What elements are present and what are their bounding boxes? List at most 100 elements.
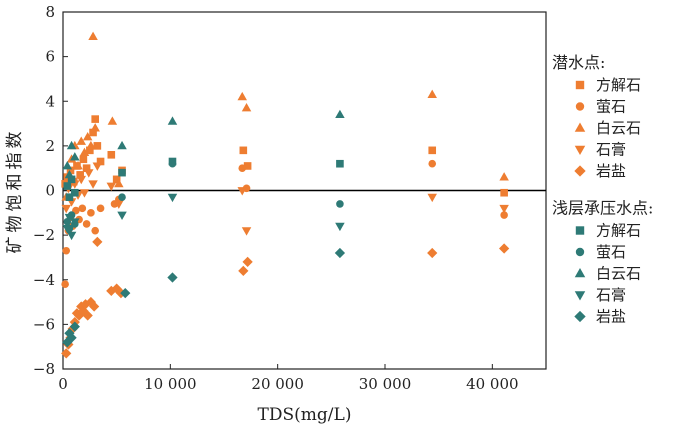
data-point bbox=[90, 123, 100, 132]
data-point bbox=[167, 116, 178, 125]
data-point bbox=[66, 332, 77, 343]
legend-marker-icon bbox=[574, 291, 586, 301]
data-point bbox=[107, 151, 116, 159]
series-4 bbox=[61, 236, 510, 359]
data-point bbox=[239, 146, 248, 155]
data-point bbox=[71, 188, 79, 197]
data-point bbox=[76, 175, 86, 185]
legend-item-label: 方解石 bbox=[596, 76, 641, 94]
y-tick-label: 6 bbox=[45, 48, 55, 66]
legend-marker-icon bbox=[574, 145, 586, 155]
data-point bbox=[242, 256, 253, 268]
data-point bbox=[500, 188, 508, 197]
legend-item-label: 方解石 bbox=[596, 222, 641, 240]
legend-group-title: 潜水点: bbox=[552, 53, 605, 72]
data-point bbox=[62, 161, 73, 170]
legend-group-title: 浅层承压水点: bbox=[552, 199, 653, 218]
y-tick-label: 8 bbox=[45, 3, 55, 21]
data-point bbox=[89, 128, 97, 137]
data-point bbox=[117, 140, 127, 150]
legend-marker-icon bbox=[575, 80, 585, 90]
series-5 bbox=[63, 157, 344, 201]
data-point bbox=[106, 182, 117, 191]
data-point bbox=[427, 193, 437, 203]
data-point bbox=[88, 31, 98, 40]
data-point bbox=[86, 140, 96, 150]
data-point bbox=[120, 288, 131, 299]
data-point bbox=[499, 172, 509, 181]
data-point bbox=[336, 200, 344, 208]
legend-marker-icon bbox=[574, 268, 586, 278]
data-point bbox=[334, 247, 346, 259]
data-point bbox=[61, 204, 71, 214]
data-point bbox=[87, 209, 95, 217]
y-tick-label: −2 bbox=[33, 226, 55, 244]
data-point bbox=[114, 200, 124, 209]
data-point bbox=[63, 182, 72, 190]
data-point bbox=[93, 142, 102, 150]
data-point bbox=[82, 164, 91, 172]
data-point bbox=[79, 189, 90, 198]
y-tick-label: −8 bbox=[33, 360, 55, 378]
data-point bbox=[76, 136, 86, 145]
legend-item-label: 岩盐 bbox=[596, 162, 626, 180]
data-point bbox=[428, 159, 437, 168]
data-point bbox=[167, 272, 178, 283]
data-point bbox=[91, 115, 99, 123]
series-7 bbox=[62, 109, 345, 179]
y-tick-label: 4 bbox=[45, 92, 55, 110]
legend-marker-icon bbox=[574, 122, 586, 132]
y-axis-label: 矿物饱和指数 bbox=[5, 128, 25, 254]
axis-ticks: 0 10 000 20 000 30 000 40 000 8 6 4 2 0 −2 −4 −6 −8 bbox=[33, 3, 519, 393]
data-point bbox=[88, 301, 100, 312]
data-point bbox=[69, 321, 80, 332]
data-point bbox=[114, 178, 124, 188]
data-point bbox=[70, 152, 80, 161]
data-points bbox=[61, 31, 510, 359]
data-point bbox=[82, 220, 91, 228]
legend-item-label: 白云石 bbox=[596, 119, 641, 137]
data-point bbox=[336, 159, 344, 168]
x-tick-label: 10 000 bbox=[144, 375, 197, 393]
legend-item-label: 萤石 bbox=[596, 98, 626, 116]
y-tick-label: 0 bbox=[45, 182, 55, 200]
data-point bbox=[64, 213, 75, 223]
data-point bbox=[243, 162, 252, 170]
data-point bbox=[78, 204, 87, 213]
data-point bbox=[112, 175, 121, 184]
legend-item-label: 岩盐 bbox=[596, 308, 626, 326]
series-1 bbox=[61, 159, 508, 289]
data-point bbox=[92, 236, 103, 247]
series-3 bbox=[61, 162, 509, 236]
data-point bbox=[61, 348, 72, 359]
x-axis-label: TDS(mg/L) bbox=[258, 405, 352, 425]
data-point bbox=[70, 218, 80, 227]
data-point bbox=[335, 222, 345, 232]
data-point bbox=[237, 187, 247, 196]
data-point bbox=[82, 132, 93, 141]
series-8 bbox=[62, 193, 345, 241]
data-point bbox=[427, 89, 437, 98]
data-point bbox=[117, 211, 127, 220]
legend-item-label: 萤石 bbox=[596, 243, 626, 261]
legend-item-label: 石膏 bbox=[596, 286, 626, 304]
y-tick-label: 2 bbox=[45, 137, 55, 155]
data-point bbox=[62, 225, 73, 234]
data-point bbox=[241, 227, 252, 236]
series-9 bbox=[62, 247, 346, 348]
legend-item-label: 白云石 bbox=[596, 265, 641, 283]
data-point bbox=[427, 247, 438, 259]
data-point bbox=[76, 171, 84, 179]
data-point bbox=[168, 159, 177, 168]
series-6 bbox=[63, 159, 344, 233]
data-point bbox=[84, 169, 94, 178]
data-point bbox=[88, 180, 98, 189]
data-point bbox=[79, 155, 88, 164]
data-point bbox=[500, 211, 508, 219]
data-point bbox=[66, 166, 75, 175]
data-point bbox=[96, 204, 105, 213]
y-tick-label: −4 bbox=[33, 271, 55, 289]
data-point bbox=[167, 193, 178, 203]
legend-marker-icon bbox=[575, 247, 585, 257]
